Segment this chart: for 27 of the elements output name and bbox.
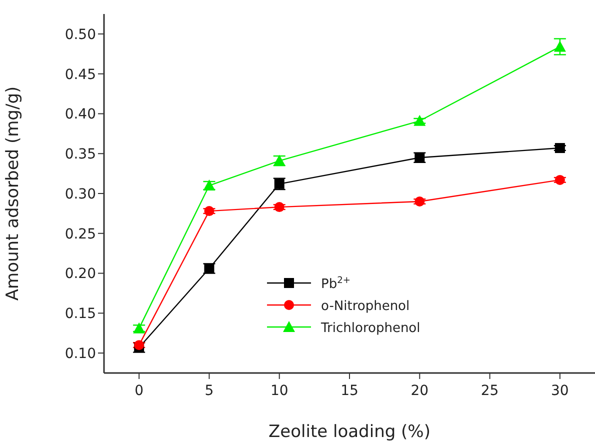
y-tick-label: 0.25 [64, 226, 96, 242]
x-tick-label: 5 [204, 382, 214, 399]
point [554, 174, 565, 185]
x-tick-label: 15 [340, 382, 358, 399]
y-tick-label: 0.50 [64, 26, 96, 43]
point [133, 322, 146, 334]
legend-label: o-Nitrophenol [321, 299, 410, 314]
y-tick-label: 0.20 [64, 266, 96, 282]
point [554, 40, 566, 52]
point [414, 114, 426, 126]
y-axis-title: Amount adsorbed (mg/g) [3, 86, 24, 301]
x-tick-label: 25 [480, 382, 499, 399]
y-tick-label: 0.30 [64, 186, 96, 202]
point [204, 206, 214, 216]
x-tick-label: 30 [551, 382, 569, 399]
point [554, 143, 565, 154]
x-tick-label: 0 [134, 382, 144, 399]
y-tick-label: 0.10 [64, 346, 96, 362]
y-tick-label: 0.35 [64, 146, 96, 163]
x-tick-label: 10 [270, 382, 288, 399]
y-tick-label: 0.40 [64, 106, 96, 123]
x-axis-title: Zeolite loading (%) [268, 422, 430, 442]
y-tick-label: 0.45 [64, 66, 96, 83]
legend-label: Trichlorophenol [320, 321, 420, 336]
legend-label: Pb$^{2+}$ [321, 276, 350, 292]
x-tick-label: 20 [410, 382, 429, 399]
y-tick-label: 0.15 [64, 306, 96, 322]
